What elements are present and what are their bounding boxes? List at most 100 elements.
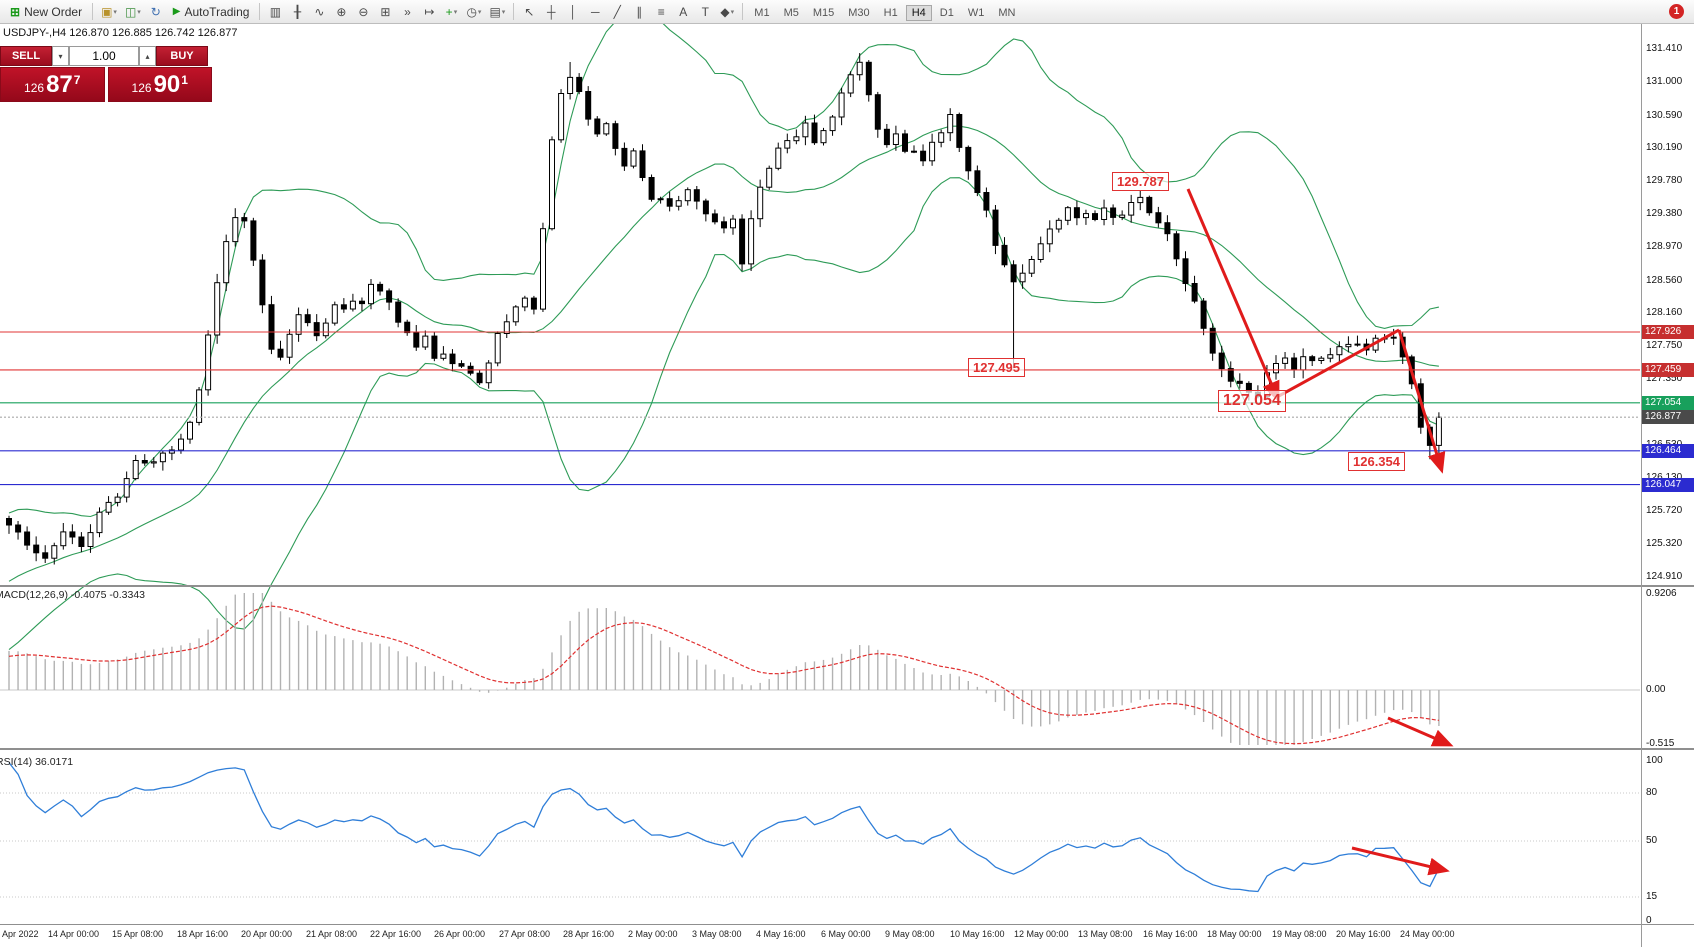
time-axis-label[interactable]: 3 May 08:00 [692, 929, 742, 939]
new-chart-icon: ▣ [101, 4, 113, 19]
trend-arrow-down-2[interactable] [1397, 329, 1446, 474]
notifications-badge[interactable]: 1 [1669, 4, 1684, 19]
buy-price[interactable]: 126 90 1 [107, 67, 212, 102]
templates-icon[interactable]: ▤ ▾ [486, 2, 508, 22]
annotation-box[interactable]: 129.787 [1112, 172, 1169, 191]
time-axis-label[interactable]: 22 Apr 16:00 [370, 929, 422, 939]
timeframe-button-mn[interactable]: MN [992, 5, 1021, 21]
time-axis-label[interactable]: 13 May 08:00 [1078, 929, 1133, 939]
timeframe-button-m15[interactable]: M15 [807, 5, 840, 21]
profiles-icon[interactable]: ◫ ▾ [122, 2, 144, 22]
price-tag: 126.047 [1642, 478, 1694, 492]
annotation-box[interactable]: 127.054 [1218, 390, 1286, 412]
panel-splitter-rsi[interactable] [0, 748, 1694, 750]
profiles-icon: ◫ [124, 4, 137, 19]
panel-splitter-macd[interactable] [0, 585, 1694, 587]
periods-icon[interactable]: ◷ ▾ [463, 2, 484, 22]
arrows-icon[interactable]: ◆ ▾ [717, 2, 737, 22]
trend-arrow-up[interactable] [1276, 328, 1400, 399]
trendline-icon[interactable]: ╱ [607, 2, 627, 22]
bar-chart-icon[interactable]: ▥ [265, 2, 285, 22]
time-axis-label[interactable]: 2 May 00:00 [628, 929, 678, 939]
time-axis-label[interactable]: 26 Apr 00:00 [434, 929, 486, 939]
price-axis-label: 128.160 [1646, 307, 1683, 318]
cursor-icon: ↖ [524, 4, 535, 19]
channel-icon[interactable]: ∥ [629, 2, 649, 22]
new-chart-icon[interactable]: ▣ ▾ [98, 2, 120, 22]
toolbar-group-files: ▣ ▾ ◫ ▾ ↻ [97, 2, 167, 22]
macd-indicator-label: MACD(12,26,9) -0.4075 -0.3343 [0, 589, 145, 601]
text-icon[interactable]: A [673, 2, 693, 22]
rsi-arrow[interactable] [1351, 846, 1450, 876]
time-axis-label[interactable]: 4 May 16:00 [756, 929, 806, 939]
buy-button[interactable]: BUY [156, 46, 208, 66]
horizontal-line-icon[interactable]: ─ [585, 2, 605, 22]
toolbar-group-drawing: ↖ ┼ │ ─ ╱ ∥ ≡ A T ◆ ▾ [518, 2, 738, 22]
volume-input[interactable] [69, 46, 139, 66]
tile-windows-icon[interactable]: ⊞ [375, 2, 395, 22]
bollinger-lower-band [8, 177, 1440, 651]
time-axis-label[interactable]: 28 Apr 16:00 [563, 929, 615, 939]
time-axis-label[interactable]: 21 Apr 08:00 [306, 929, 358, 939]
annotation-box[interactable]: 126.354 [1348, 452, 1405, 471]
volume-increase-button[interactable]: ▴ [139, 46, 156, 66]
sell-button[interactable]: SELL [0, 46, 52, 66]
auto-scroll-icon[interactable]: » [397, 2, 417, 22]
timeframe-button-h1[interactable]: H1 [878, 5, 904, 21]
macd-arrow[interactable] [1387, 716, 1454, 747]
timeframe-button-d1[interactable]: D1 [934, 5, 960, 21]
vertical-line-icon[interactable]: │ [563, 2, 583, 22]
trend-arrow-down-1[interactable] [1186, 188, 1280, 403]
candlestick-chart-icon: ╂ [293, 4, 302, 19]
label-icon: T [701, 4, 709, 19]
time-axis-label[interactable]: 18 Apr 16:00 [177, 929, 229, 939]
timeframe-button-m5[interactable]: M5 [778, 5, 805, 21]
time-axis-label[interactable]: 19 May 08:00 [1272, 929, 1327, 939]
time-axis-label[interactable]: 9 May 08:00 [885, 929, 935, 939]
rsi-axis-label: 100 [1646, 755, 1663, 766]
time-axis-label[interactable]: 15 Apr 08:00 [112, 929, 164, 939]
label-icon[interactable]: T [695, 2, 715, 22]
chevron-down-icon: ▾ [501, 8, 506, 16]
timeframe-button-m1[interactable]: M1 [748, 5, 775, 21]
time-axis-label[interactable]: 12 May 00:00 [1014, 929, 1069, 939]
price-axis-label: 131.000 [1646, 76, 1683, 87]
annotation-box[interactable]: 127.495 [968, 358, 1025, 377]
timeframe-button-m30[interactable]: M30 [842, 5, 875, 21]
indicators-icon[interactable]: + ▾ [441, 2, 461, 22]
time-axis-label[interactable]: 20 May 16:00 [1336, 929, 1391, 939]
fibonacci-icon[interactable]: ≡ [651, 2, 671, 22]
line-chart-icon[interactable]: ∿ [309, 2, 329, 22]
timeframe-toolbar: M1 M5 M15 M30 H1 H4 D1 W1 MN [747, 3, 1022, 21]
time-axis-label[interactable]: 18 May 00:00 [1207, 929, 1262, 939]
zoom-out-icon: ⊖ [358, 4, 369, 19]
toolbar-separator [259, 3, 261, 20]
cursor-icon[interactable]: ↖ [519, 2, 539, 22]
time-axis-label[interactable]: 10 May 16:00 [950, 929, 1005, 939]
timeframe-button-h4[interactable]: H4 [905, 4, 932, 21]
zoom-in-icon[interactable]: ⊕ [331, 2, 351, 22]
candlestick-chart-icon[interactable]: ╂ [287, 2, 307, 22]
time-axis-label[interactable]: 14 Apr 00:00 [48, 929, 100, 939]
buy-price-big-figure: 126 [131, 81, 152, 95]
refresh-icon[interactable]: ↻ [146, 2, 166, 22]
crosshair-icon[interactable]: ┼ [541, 2, 561, 22]
chevron-down-icon: ▾ [730, 8, 735, 16]
new-order-button[interactable]: ⊞ New Order [4, 2, 88, 22]
macd-signal-line [8, 605, 1439, 745]
price-tag: 127.459 [1642, 363, 1694, 377]
time-axis-label[interactable]: 6 May 00:00 [821, 929, 871, 939]
price-tag: 126.877 [1642, 410, 1694, 424]
zoom-out-icon[interactable]: ⊖ [353, 2, 373, 22]
timeframe-button-w1[interactable]: W1 [962, 5, 991, 21]
sell-price[interactable]: 126 87 7 [0, 67, 105, 102]
time-axis-label[interactable]: 20 Apr 00:00 [241, 929, 293, 939]
time-axis-label[interactable]: 24 May 00:00 [1400, 929, 1455, 939]
fibonacci-icon: ≡ [657, 4, 665, 19]
volume-decrease-button[interactable]: ▾ [52, 46, 69, 66]
time-axis-label[interactable]: 16 May 16:00 [1143, 929, 1198, 939]
time-axis-label[interactable]: 27 Apr 08:00 [499, 929, 551, 939]
autotrading-button[interactable]: ▶ AutoTrading [167, 2, 256, 22]
chart-shift-icon[interactable]: ↦ [419, 2, 439, 22]
